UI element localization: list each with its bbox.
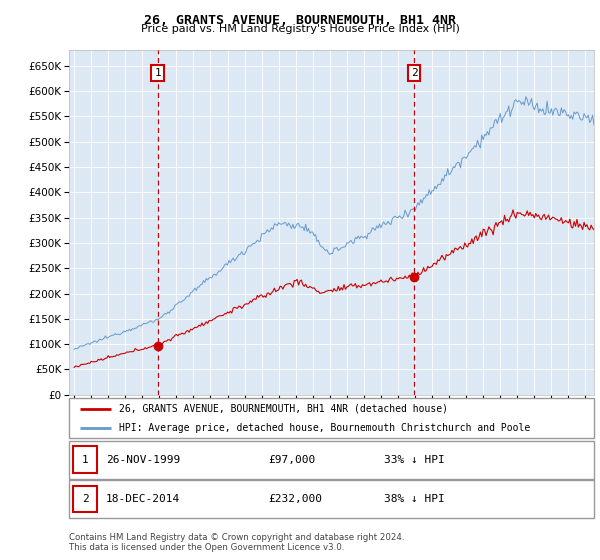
Text: 33% ↓ HPI: 33% ↓ HPI: [384, 455, 445, 465]
Text: This data is licensed under the Open Government Licence v3.0.: This data is licensed under the Open Gov…: [69, 543, 344, 552]
Text: £232,000: £232,000: [269, 494, 323, 504]
Text: 26, GRANTS AVENUE, BOURNEMOUTH, BH1 4NR (detached house): 26, GRANTS AVENUE, BOURNEMOUTH, BH1 4NR …: [119, 404, 448, 414]
Text: 1: 1: [82, 455, 88, 465]
Text: 2: 2: [82, 494, 88, 504]
Bar: [73, 486, 97, 512]
Text: 18-DEC-2014: 18-DEC-2014: [106, 494, 180, 504]
Text: 26, GRANTS AVENUE, BOURNEMOUTH, BH1 4NR: 26, GRANTS AVENUE, BOURNEMOUTH, BH1 4NR: [144, 14, 456, 27]
Text: £97,000: £97,000: [269, 455, 316, 465]
Text: 2: 2: [411, 68, 418, 78]
Text: HPI: Average price, detached house, Bournemouth Christchurch and Poole: HPI: Average price, detached house, Bour…: [119, 423, 530, 433]
Bar: [73, 446, 97, 473]
Text: 1: 1: [154, 68, 161, 78]
Text: 38% ↓ HPI: 38% ↓ HPI: [384, 494, 445, 504]
Text: Price paid vs. HM Land Registry's House Price Index (HPI): Price paid vs. HM Land Registry's House …: [140, 24, 460, 34]
Text: Contains HM Land Registry data © Crown copyright and database right 2024.: Contains HM Land Registry data © Crown c…: [69, 533, 404, 542]
Text: 26-NOV-1999: 26-NOV-1999: [106, 455, 180, 465]
